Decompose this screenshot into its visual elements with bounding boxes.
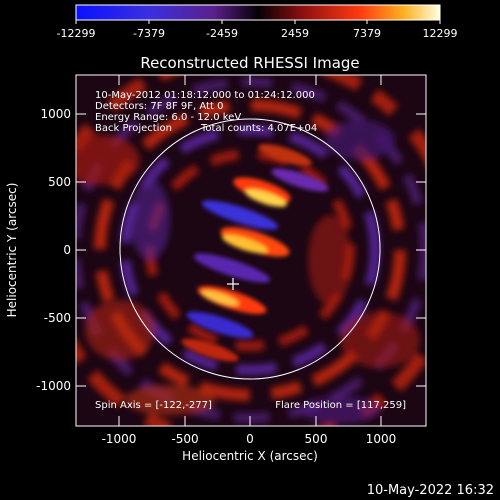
colorbar-tick-label: 2459 [281, 27, 309, 40]
colorbar-tick-label: -7379 [133, 27, 165, 40]
y-tick-label: 1000 [40, 107, 71, 121]
y-tick-label: 500 [48, 175, 71, 189]
footer-timestamp: 10-May-2022 16:32 [367, 483, 494, 498]
plot-title: Reconstructed RHESSI Image [140, 54, 359, 72]
y-axis-label: Heliocentric Y (arcsec) [5, 183, 19, 318]
x-tick-label: 0 [246, 432, 254, 446]
y-tick-label: -1000 [36, 379, 71, 393]
spin-axis-text: Spin Axis = [-122,-277] [95, 400, 212, 411]
x-tick-label: -500 [171, 432, 198, 446]
axis-ticks [76, 75, 426, 426]
colorbar: -12299 -7379 -2459 2459 7379 12299 [57, 4, 458, 40]
flare-position-text: Flare Position = [117,259] [275, 400, 406, 411]
x-tick-label: -1000 [102, 432, 137, 446]
colorbar-tick-label: -2459 [206, 27, 238, 40]
y-tick-label: -500 [44, 311, 71, 325]
detectors-text: Detectors: 7F 8F 9F, Att 0 [95, 101, 223, 112]
colorbar-tick-label: 7379 [353, 27, 381, 40]
energy-range-text: Energy Range: 6.0 - 12.0 keV [95, 112, 241, 123]
colorbar-tick-label: 12299 [423, 27, 458, 40]
colorbar-tick-label: -12299 [57, 27, 96, 40]
x-tick-label: 1000 [366, 432, 397, 446]
annotation-block: 10-May-2012 01:18:12.000 to 01:24:12.000… [95, 90, 317, 134]
x-tick-label: 500 [305, 432, 328, 446]
solar-limb-circle [119, 118, 381, 380]
total-counts-text: Total counts: 4.07E+04 [200, 123, 317, 134]
x-axis-label: Heliocentric X (arcsec) [182, 449, 318, 463]
time-range-text: 10-May-2012 01:18:12.000 to 01:24:12.000 [95, 90, 315, 101]
rhessi-image [76, 75, 426, 426]
y-tick-label: 0 [63, 243, 71, 257]
method-text: Back Projection [95, 123, 172, 134]
spin-axis-marker [227, 278, 239, 290]
